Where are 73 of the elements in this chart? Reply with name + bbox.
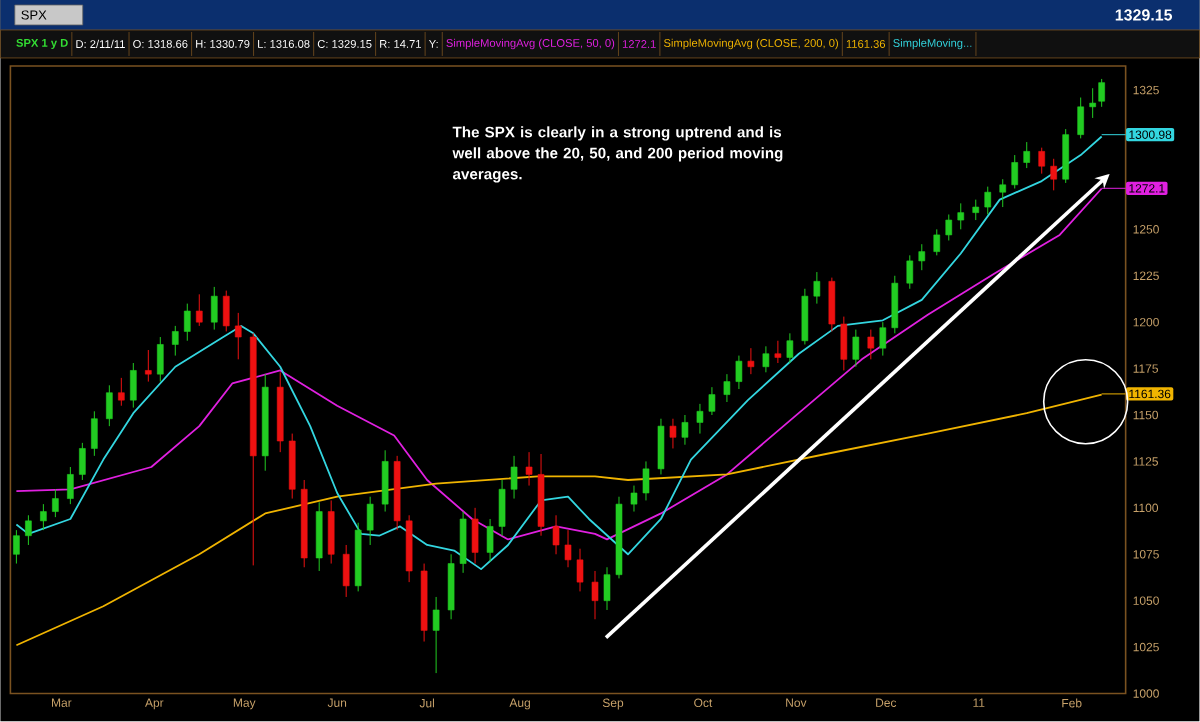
candlestick	[933, 229, 941, 257]
candlestick	[525, 451, 533, 487]
candlestick	[774, 340, 782, 364]
candlestick	[972, 199, 980, 221]
candlestick	[852, 329, 860, 368]
candlestick	[183, 303, 191, 342]
candlestick	[106, 385, 113, 427]
candlestick	[696, 403, 704, 435]
candlestick	[40, 503, 47, 531]
candlestick	[681, 414, 689, 446]
candlestick	[510, 455, 518, 500]
candlestick	[747, 347, 755, 375]
candlestick	[999, 178, 1007, 208]
candlestick	[157, 336, 164, 383]
candlestick	[432, 596, 440, 674]
candlestick	[708, 386, 716, 416]
candlestick	[828, 277, 836, 333]
candlestick	[366, 496, 374, 546]
candlestick	[130, 362, 137, 409]
candlestick	[315, 502, 323, 572]
candlestick	[1011, 154, 1019, 190]
candlestick	[25, 515, 32, 546]
candlestick	[1089, 87, 1096, 119]
candlestick	[13, 529, 20, 565]
candlestick	[840, 316, 848, 372]
candlestick	[1077, 97, 1084, 140]
candlestick	[603, 567, 611, 611]
candlestick	[564, 529, 572, 569]
candlestick	[1023, 141, 1031, 169]
candlestick	[723, 373, 731, 403]
candlestick	[52, 489, 59, 518]
candlestick	[1098, 78, 1105, 108]
candlestick	[342, 544, 350, 598]
candlestick	[486, 518, 494, 563]
candlestick	[867, 329, 875, 361]
candlestick	[879, 321, 887, 357]
candlestick	[79, 442, 86, 481]
candlestick	[381, 450, 389, 513]
candlestick	[630, 485, 638, 513]
candlestick	[906, 255, 914, 290]
candlestick	[945, 214, 953, 242]
candlestick	[498, 479, 506, 537]
candlestick	[735, 355, 743, 390]
candlestick	[1062, 128, 1069, 184]
candlestick	[91, 411, 98, 457]
candlestick	[801, 288, 809, 346]
candlestick	[669, 418, 677, 450]
candlestick	[471, 507, 479, 565]
candlestick	[918, 243, 926, 271]
candlestick	[67, 466, 74, 505]
candlestick	[1050, 158, 1057, 192]
candlestick	[813, 271, 821, 305]
candlestick	[234, 312, 242, 361]
candlestick	[447, 554, 455, 621]
candlestick	[957, 203, 965, 231]
candlestick	[459, 511, 467, 574]
candlestick	[210, 286, 218, 331]
candlestick	[552, 515, 560, 556]
candlestick	[984, 186, 992, 216]
candlestick	[786, 333, 794, 364]
candlestick	[327, 500, 335, 565]
candlestick	[118, 377, 125, 407]
candlestick	[891, 275, 899, 335]
candlestick	[657, 418, 665, 476]
candlestick	[1038, 147, 1045, 175]
candlestick	[222, 290, 230, 333]
candlestick	[171, 325, 179, 357]
candlestick	[591, 570, 599, 621]
candlestick	[642, 461, 650, 502]
candlestick	[576, 548, 584, 593]
candlestick	[145, 349, 152, 383]
candlestick	[195, 294, 203, 327]
candlestick	[762, 346, 770, 374]
